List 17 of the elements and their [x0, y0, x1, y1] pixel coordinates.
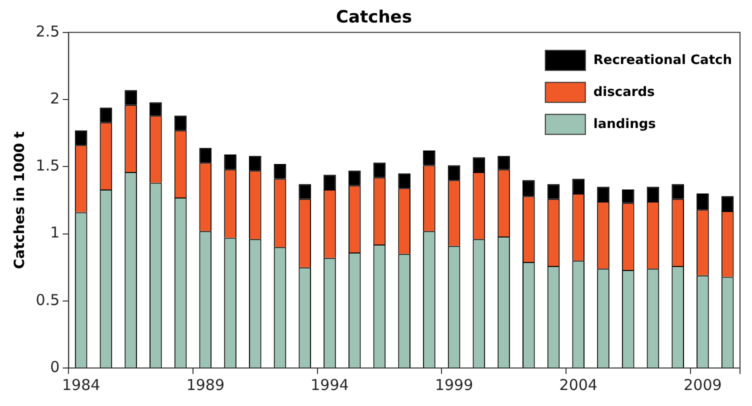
y-tick-label: 1.5 [36, 156, 60, 175]
x-tick-label: 2004 [559, 376, 598, 394]
legend-label: landings [593, 116, 656, 132]
chart-title: Catches [336, 8, 412, 28]
y-tick-label: 0 [50, 358, 60, 376]
x-tick-label: 1994 [310, 376, 349, 394]
y-tick-label: 2 [50, 89, 60, 108]
x-tick-label: 1984 [62, 376, 100, 394]
y-tick-label: 1 [50, 224, 60, 242]
y-axis-title: Catches in 1000 t [12, 131, 28, 269]
y-tick-label: 2.5 [36, 22, 60, 40]
legend-label: discards [593, 84, 656, 100]
y-tick-label: 0.5 [36, 290, 60, 309]
x-tick-label: 1999 [434, 376, 474, 394]
x-tick-label: 1989 [186, 376, 225, 394]
x-tick-label: 2009 [684, 376, 722, 394]
legend-label: Recreational Catch [593, 52, 732, 68]
